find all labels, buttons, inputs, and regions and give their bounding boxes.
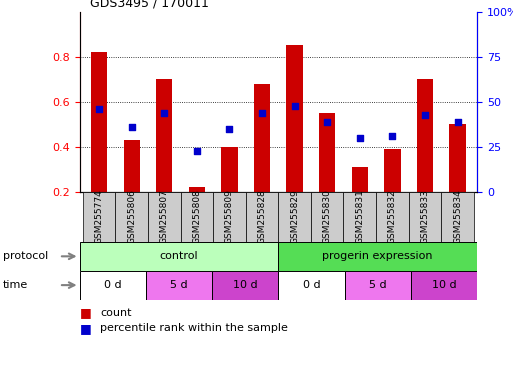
Text: GSM255828: GSM255828	[258, 190, 267, 244]
Text: percentile rank within the sample: percentile rank within the sample	[100, 323, 288, 333]
Text: 10 d: 10 d	[233, 280, 258, 290]
Point	[421, 112, 429, 118]
Text: progerin expression: progerin expression	[323, 251, 433, 262]
Text: count: count	[100, 308, 131, 318]
Text: 0 d: 0 d	[303, 280, 320, 290]
Bar	[345, 271, 411, 300]
Point	[290, 103, 299, 109]
Bar	[384, 149, 401, 192]
Text: GSM255829: GSM255829	[290, 190, 299, 244]
Bar	[221, 147, 238, 192]
Point	[193, 148, 201, 154]
Text: GSM255833: GSM255833	[421, 190, 429, 244]
Text: GSM255806: GSM255806	[127, 190, 136, 244]
Text: GDS3495 / 170011: GDS3495 / 170011	[90, 0, 209, 10]
Bar	[115, 192, 148, 242]
Text: ■: ■	[80, 306, 91, 319]
Text: GSM255807: GSM255807	[160, 190, 169, 244]
Point	[388, 132, 397, 139]
Bar	[311, 192, 344, 242]
Bar	[83, 192, 115, 242]
Bar	[351, 167, 368, 192]
Bar	[319, 113, 336, 192]
Point	[258, 110, 266, 116]
Point	[160, 110, 168, 116]
Text: protocol: protocol	[3, 251, 48, 262]
Text: 10 d: 10 d	[431, 280, 456, 290]
Text: GSM255808: GSM255808	[192, 190, 201, 244]
Bar	[441, 192, 474, 242]
Text: GSM255831: GSM255831	[356, 190, 364, 244]
Text: control: control	[160, 251, 198, 262]
Text: GSM255832: GSM255832	[388, 190, 397, 244]
Bar	[409, 192, 441, 242]
Point	[356, 135, 364, 141]
Point	[128, 124, 136, 130]
Bar	[278, 242, 477, 271]
Bar	[213, 192, 246, 242]
Text: 0 d: 0 d	[104, 280, 122, 290]
Bar	[189, 187, 205, 192]
Text: GSM255774: GSM255774	[94, 190, 104, 244]
Bar	[181, 192, 213, 242]
Bar	[278, 271, 345, 300]
Bar	[344, 192, 376, 242]
Point	[323, 119, 331, 125]
Text: time: time	[3, 280, 28, 290]
Text: GSM255830: GSM255830	[323, 190, 332, 244]
Bar	[80, 242, 278, 271]
Bar	[417, 79, 433, 192]
Text: 5 d: 5 d	[369, 280, 386, 290]
Bar	[286, 45, 303, 192]
Bar	[148, 192, 181, 242]
Bar	[279, 192, 311, 242]
Bar	[91, 52, 107, 192]
Bar	[124, 140, 140, 192]
Text: GSM255834: GSM255834	[453, 190, 462, 244]
Bar	[254, 84, 270, 192]
Bar	[411, 271, 477, 300]
Bar	[376, 192, 409, 242]
Point	[453, 119, 462, 125]
Point	[225, 126, 233, 132]
Text: 5 d: 5 d	[170, 280, 188, 290]
Bar	[156, 79, 172, 192]
Bar	[449, 124, 466, 192]
Point	[95, 106, 103, 112]
Bar	[246, 192, 278, 242]
Text: ■: ■	[80, 322, 91, 335]
Bar	[212, 271, 278, 300]
Text: GSM255809: GSM255809	[225, 190, 234, 244]
Bar	[146, 271, 212, 300]
Bar	[80, 271, 146, 300]
